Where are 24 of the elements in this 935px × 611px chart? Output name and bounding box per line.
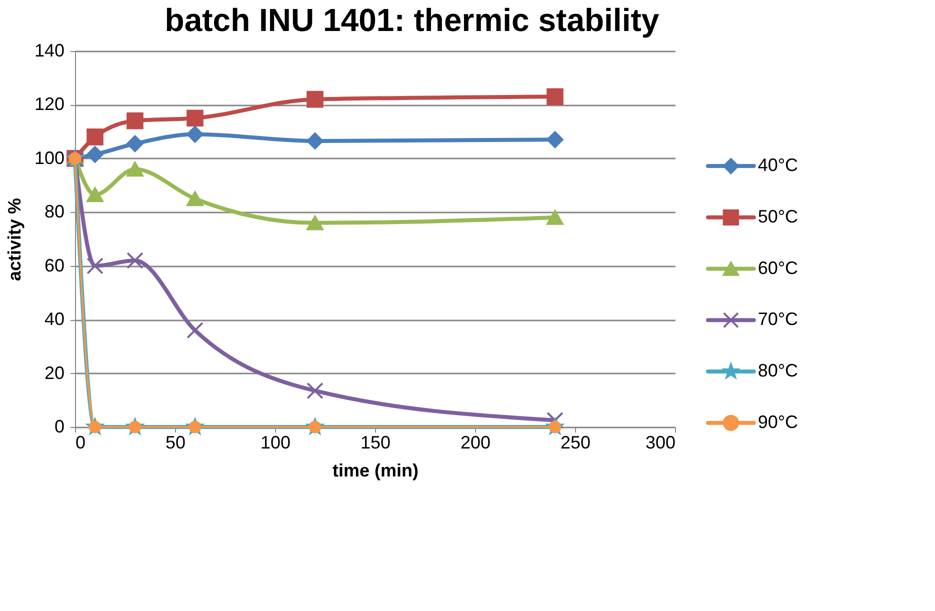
y-tick-label: 0 — [54, 416, 64, 436]
y-tick-label: 60 — [44, 255, 64, 276]
legend-label: 50°C — [758, 206, 798, 226]
y-tick-label: 80 — [44, 202, 64, 222]
legend-label: 40°C — [758, 155, 798, 176]
x-axis-title: time (min) — [332, 460, 419, 480]
y-tick-label: 40 — [44, 309, 64, 330]
x-tick-label: 0 — [76, 432, 86, 452]
legend-label: 80°C — [758, 360, 798, 381]
legend-label: 90°C — [758, 412, 798, 432]
x-tick-label: 200 — [460, 432, 491, 452]
chart-title: batch INU 1401: thermic stability — [164, 2, 660, 38]
y-tick-label: 20 — [44, 362, 64, 383]
y-tick-label: 120 — [34, 94, 64, 114]
y-axis-title: activity % — [4, 198, 24, 282]
x-tick-label: 150 — [360, 432, 391, 452]
legend-label: 70°C — [758, 309, 798, 330]
y-tick-label: 140 — [34, 40, 64, 60]
x-tick-label: 300 — [645, 432, 676, 452]
y-tick-label: 100 — [34, 148, 64, 168]
x-tick-label: 250 — [560, 432, 591, 452]
legend-label: 60°C — [758, 258, 798, 278]
x-tick-label: 50 — [165, 432, 186, 452]
x-tick-label: 100 — [260, 432, 291, 452]
